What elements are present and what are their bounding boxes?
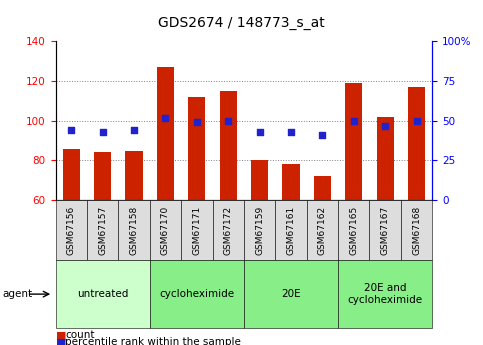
- Bar: [126, 150, 142, 200]
- Point: [224, 118, 232, 124]
- Text: untreated: untreated: [77, 289, 128, 299]
- Text: GSM67156: GSM67156: [67, 206, 76, 255]
- Text: GSM67161: GSM67161: [286, 206, 296, 255]
- Point: [99, 129, 107, 135]
- Text: GSM67159: GSM67159: [255, 206, 264, 255]
- Text: GSM67168: GSM67168: [412, 206, 421, 255]
- Text: percentile rank within the sample: percentile rank within the sample: [65, 337, 241, 345]
- Text: ■: ■: [56, 337, 66, 345]
- Text: GSM67167: GSM67167: [381, 206, 390, 255]
- Bar: [220, 91, 237, 200]
- Text: GSM67171: GSM67171: [192, 206, 201, 255]
- Text: GSM67170: GSM67170: [161, 206, 170, 255]
- Text: GSM67165: GSM67165: [349, 206, 358, 255]
- Point: [193, 120, 201, 125]
- Text: GSM67172: GSM67172: [224, 206, 233, 255]
- Text: GSM67158: GSM67158: [129, 206, 139, 255]
- Point: [130, 128, 138, 133]
- Bar: [377, 117, 394, 200]
- Point: [68, 128, 75, 133]
- Point: [412, 118, 420, 124]
- Text: agent: agent: [2, 289, 32, 299]
- Bar: [63, 148, 80, 200]
- Bar: [157, 67, 174, 200]
- Text: cycloheximide: cycloheximide: [159, 289, 234, 299]
- Text: GDS2674 / 148773_s_at: GDS2674 / 148773_s_at: [158, 16, 325, 30]
- Bar: [408, 87, 425, 200]
- Text: GSM67157: GSM67157: [98, 206, 107, 255]
- Bar: [94, 152, 111, 200]
- Point: [161, 115, 170, 120]
- Text: 20E and
cycloheximide: 20E and cycloheximide: [348, 283, 423, 305]
- Point: [319, 132, 327, 138]
- Bar: [314, 176, 331, 200]
- Text: 20E: 20E: [281, 289, 301, 299]
- Point: [382, 123, 389, 128]
- Bar: [188, 97, 205, 200]
- Point: [350, 118, 357, 124]
- Bar: [345, 83, 362, 200]
- Bar: [283, 164, 299, 200]
- Text: ■: ■: [56, 331, 66, 340]
- Text: GSM67162: GSM67162: [318, 206, 327, 255]
- Text: count: count: [65, 331, 95, 340]
- Bar: [251, 160, 268, 200]
- Point: [287, 129, 295, 135]
- Point: [256, 129, 264, 135]
